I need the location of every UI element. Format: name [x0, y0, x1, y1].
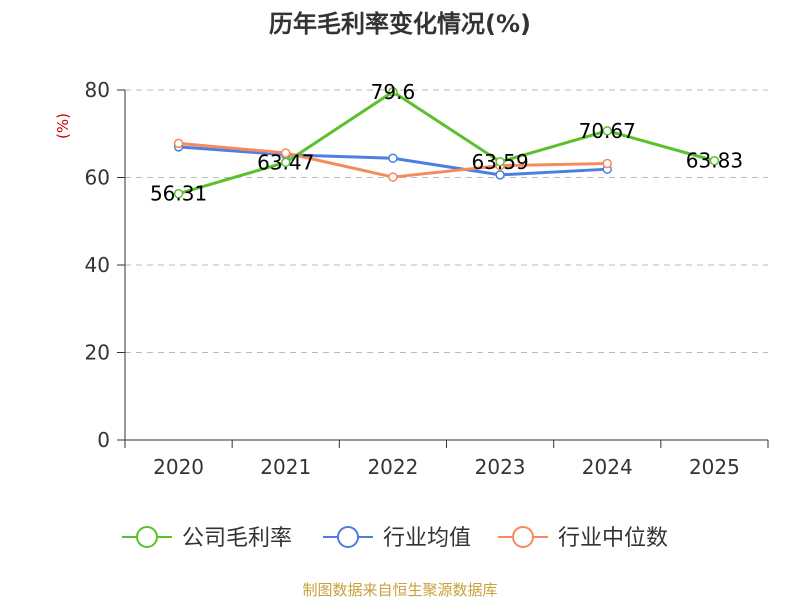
data-label: 70.67	[579, 119, 636, 143]
data-label: 63.59	[471, 150, 528, 174]
data-point	[495, 157, 505, 167]
axes: 0 20 40 60 80 2020 2021 2022 2023 2024 2025	[85, 78, 769, 479]
data-point	[281, 157, 291, 168]
data-point	[388, 87, 398, 97]
legend-item-1: 行业均值	[323, 526, 471, 551]
legend-label: 行业均值	[383, 526, 471, 551]
legend-label: 公司毛利率	[182, 526, 292, 551]
x-tick-label: 2021	[260, 455, 311, 479]
series-line	[178, 90, 715, 196]
data-point	[709, 155, 720, 166]
legend-marker	[136, 526, 158, 548]
legend-item-2: 行业中位数	[498, 526, 668, 551]
data-point	[388, 153, 398, 163]
data-point	[602, 158, 612, 169]
x-tick-label: 2023	[475, 455, 526, 479]
series-layer	[173, 87, 720, 199]
source-note: 制图数据来自恒生聚源数据库	[302, 581, 497, 599]
data-point	[495, 170, 505, 180]
gridlines	[125, 89, 768, 353]
y-tick-label: 0	[97, 428, 110, 452]
data-label: 79.6	[371, 80, 416, 104]
legend-marker	[337, 526, 359, 548]
x-tick-label: 2024	[582, 455, 633, 479]
series-0	[173, 87, 720, 199]
data-point	[388, 172, 398, 182]
legend-marker	[512, 526, 534, 548]
legend-label: 行业中位数	[558, 526, 668, 551]
chart-title: 历年毛利率变化情况(%)	[269, 10, 531, 38]
data-point	[173, 188, 184, 199]
y-tick-label: 60	[85, 166, 110, 190]
data-point	[173, 138, 184, 149]
data-point	[602, 126, 612, 136]
legend-item-0: 公司毛利率	[122, 526, 292, 551]
x-tick-label: 2025	[689, 455, 740, 479]
data-point	[281, 148, 291, 158]
y-axis-unit-label: (%)	[54, 113, 72, 139]
y-tick-label: 20	[85, 341, 110, 365]
data-label: 63.47	[257, 150, 314, 174]
legend: 公司毛利率 行业均值 行业中位数	[122, 526, 668, 551]
x-tick-label: 2020	[153, 455, 204, 479]
data-label: 63.83	[686, 149, 743, 173]
y-tick-label: 80	[85, 78, 110, 102]
series-2	[173, 138, 612, 182]
x-tick-label: 2022	[367, 455, 418, 479]
data-label-layer: 56.31 63.47 79.6 63.59 70.67 63.83	[150, 80, 743, 206]
y-tick-label: 40	[85, 253, 110, 277]
data-label: 56.31	[150, 182, 207, 206]
